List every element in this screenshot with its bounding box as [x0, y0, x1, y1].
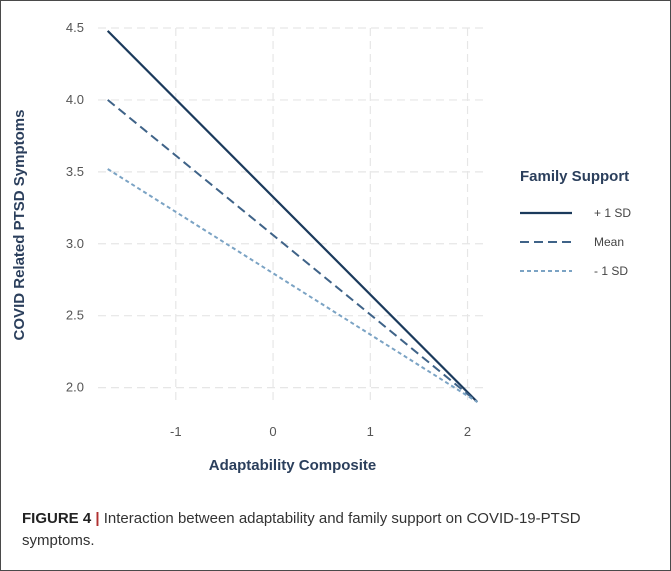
- y-tick-label: 4.5: [66, 20, 84, 35]
- figure-caption-text: Interaction between adaptability and fam…: [22, 510, 581, 549]
- chart-canvas: 2.0 2.5 3.0 3.5 4.0 4.5 -1 0 1 2 Adaptability Com…: [11, 20, 631, 474]
- x-tick-label: -1: [170, 424, 182, 439]
- figure-separator: |: [95, 510, 100, 527]
- y-tick-label: 2.0: [66, 380, 84, 395]
- legend-entry-label: Mean: [594, 235, 624, 249]
- legend-title: Family Support: [520, 168, 629, 185]
- legend: Family Support + 1 SD Mean - 1 SD: [520, 168, 631, 278]
- legend-entry-label: + 1 SD: [594, 206, 631, 220]
- series-layer: [106, 30, 479, 403]
- grid-layer: [98, 27, 487, 402]
- series-line: [107, 168, 478, 403]
- figure-label: FIGURE 4: [22, 510, 92, 527]
- figure-caption: FIGURE 4 | Interaction between adaptabil…: [22, 508, 642, 552]
- series-line: [107, 99, 478, 403]
- y-tick-label: 2.5: [66, 308, 84, 323]
- y-tick-label: 4.0: [66, 92, 84, 107]
- x-axis-title: Adaptability Composite: [209, 457, 377, 474]
- x-tick-label: 2: [464, 424, 471, 439]
- x-tick-label: 0: [269, 424, 276, 439]
- y-axis-title: COVID Related PTSD Symptoms: [11, 110, 28, 341]
- legend-entry-label: - 1 SD: [594, 264, 628, 278]
- y-tick-label: 3.0: [66, 236, 84, 251]
- tick-labels: 2.0 2.5 3.0 3.5 4.0 4.5 -1 0 1 2: [66, 20, 471, 439]
- series-line: [106, 30, 479, 403]
- y-tick-label: 3.5: [66, 164, 84, 179]
- x-tick-label: 1: [367, 424, 374, 439]
